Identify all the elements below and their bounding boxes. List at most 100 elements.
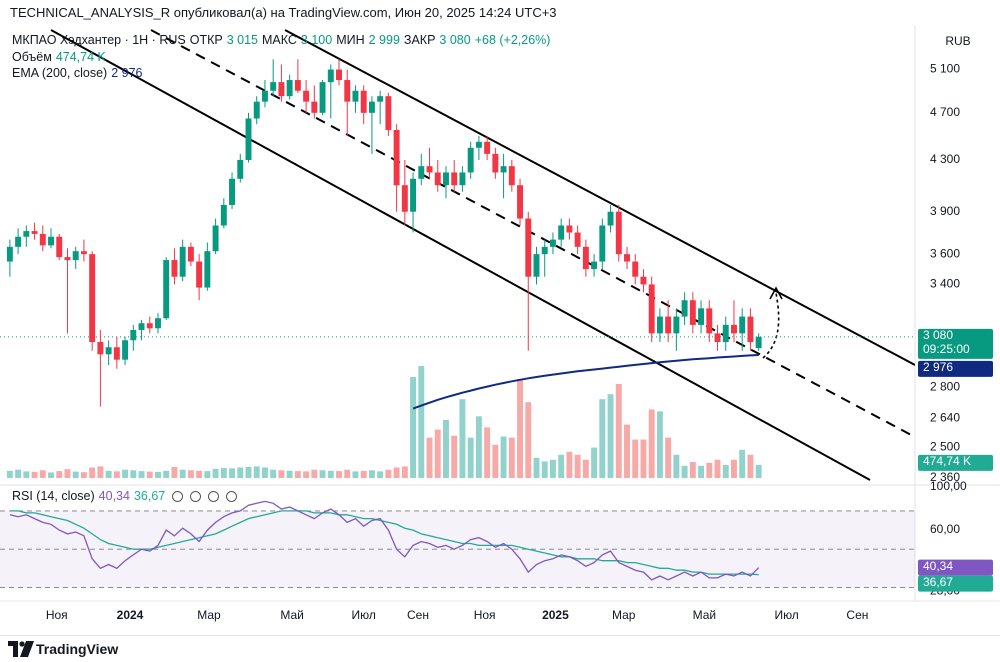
candle-body — [89, 254, 96, 343]
volume-bar — [418, 366, 425, 478]
volume-bar — [689, 461, 696, 478]
candle-body — [64, 257, 71, 261]
candle-body — [747, 316, 754, 343]
last-price-flag: 3 080 — [923, 328, 953, 342]
change: +68 (+2,26%) — [474, 33, 551, 47]
y-tick-label: 3 400 — [930, 277, 960, 291]
candle-body — [656, 316, 663, 334]
candle-body — [731, 324, 737, 334]
volume-bar — [179, 469, 186, 478]
candle-body — [352, 90, 359, 102]
candle-body — [508, 166, 515, 186]
volume-bar — [508, 437, 515, 478]
volume-bar — [731, 459, 737, 478]
volume-bar — [97, 466, 104, 478]
background — [0, 25, 1000, 635]
rsi-flag: 36,67 — [923, 575, 953, 589]
x-tick-label: Июл — [352, 608, 376, 622]
candle-body — [607, 211, 614, 226]
volume-bar — [105, 470, 112, 478]
volume-bar — [566, 451, 573, 478]
caption: TECHNICAL_ANALYSIS_R опубликовал(а) на T… — [10, 5, 557, 20]
volume-bar — [146, 471, 153, 478]
volume-bar — [80, 472, 87, 478]
volume-bar — [64, 469, 71, 478]
volume-bar — [459, 399, 466, 478]
volume-bar — [615, 383, 622, 478]
volume-bar — [368, 470, 375, 478]
channel-upper — [284, 29, 915, 366]
volume-bar — [220, 468, 227, 478]
volume-bar — [39, 470, 46, 478]
candle-body — [163, 260, 170, 319]
volume-bar — [673, 454, 680, 478]
volume-bar — [72, 471, 79, 478]
volume-bar — [607, 394, 614, 478]
x-tick-label: 2025 — [542, 608, 569, 622]
candle-body — [673, 316, 680, 334]
volume-bars — [6, 366, 762, 478]
volume-name: Объём — [12, 50, 52, 64]
candle-body — [6, 246, 13, 262]
rsi-name: RSI (14, close) — [12, 489, 95, 503]
y-tick-label: 3 600 — [930, 246, 960, 260]
candle-body — [229, 178, 236, 205]
volume-bar — [632, 439, 639, 478]
y-tick-label: 2 640 — [930, 411, 960, 425]
candle-body — [360, 90, 367, 113]
volume-bar — [138, 471, 145, 478]
y-tick-label: 2 360 — [930, 470, 960, 484]
volume-bar — [187, 470, 194, 478]
volume-bar — [23, 471, 30, 478]
volume-bar — [451, 435, 458, 478]
volume-bar — [155, 471, 161, 478]
candle-body — [681, 300, 688, 317]
volume-bar — [377, 471, 384, 478]
ema-value: 2 976 — [111, 66, 143, 80]
ema-line — [412, 354, 759, 410]
volume-bar — [196, 470, 203, 478]
volume-bar — [591, 447, 598, 478]
rsi-flag: 40,34 — [923, 559, 953, 573]
candle-body — [327, 69, 334, 83]
x-tick-label: Сен — [407, 608, 429, 622]
candle-body — [500, 166, 507, 173]
candle-body — [130, 329, 137, 341]
volume-bar — [525, 402, 532, 478]
rsi-tick-label: 60,00 — [930, 522, 960, 536]
rsi-line — [9, 510, 759, 576]
candle-body — [739, 316, 746, 334]
y-tick-label: 2 800 — [930, 380, 960, 394]
volume-bar — [237, 467, 244, 478]
volume-bar — [541, 461, 548, 478]
candle-body — [15, 236, 22, 247]
volume-bar — [15, 469, 22, 478]
rsi-line — [9, 500, 760, 581]
volume-bar — [253, 466, 260, 478]
volume-bar — [401, 466, 408, 478]
candle-body — [204, 251, 211, 288]
candle-body — [640, 276, 647, 285]
currency: RUB — [945, 34, 970, 48]
candle-body — [517, 185, 523, 219]
rsi-legend: RSI (14, close) 40,34 36,67 — [12, 489, 238, 503]
low: 2 999 — [368, 33, 400, 47]
forecast-arrow — [762, 292, 780, 359]
volume-bar — [204, 471, 211, 478]
candle-body — [72, 251, 79, 261]
volume-bar — [327, 470, 334, 478]
x-tick-label: Сен — [846, 608, 868, 622]
volume-bar — [755, 464, 762, 478]
close: 3 080 — [439, 33, 471, 47]
low-name: МИН — [336, 33, 365, 47]
icon — [172, 490, 184, 502]
last-price-flag: 09:25:00 — [923, 342, 970, 356]
candle-body — [245, 118, 252, 160]
volume-bar — [656, 411, 663, 478]
candle-body — [755, 336, 762, 349]
volume-bar — [698, 465, 705, 478]
y-tick-label: 3 900 — [930, 204, 960, 218]
candle-body — [377, 96, 384, 102]
volume-bar — [336, 471, 342, 478]
candle-body — [303, 90, 310, 102]
